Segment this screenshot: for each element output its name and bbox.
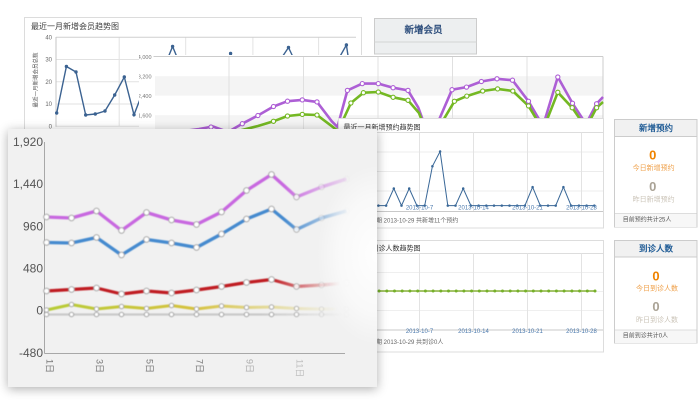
svg-text:0: 0 (649, 148, 656, 163)
svg-text:5日: 5日 (145, 359, 155, 373)
svg-text:日期 2013-10-29 共新增11个预约: 日期 2013-10-29 共新增11个预约 (370, 217, 458, 225)
svg-text:1,440: 1,440 (13, 177, 43, 191)
svg-text:新增会员: 新增会员 (404, 24, 443, 36)
svg-text:0: 0 (36, 304, 43, 318)
svg-text:9日: 9日 (245, 359, 255, 373)
svg-text:10: 10 (45, 102, 52, 108)
svg-text:2013-10-14: 2013-10-14 (458, 329, 489, 335)
svg-text:2013-10-28: 2013-10-28 (566, 329, 597, 335)
svg-text:最近一月新增会员趋势图: 最近一月新增会员趋势图 (31, 21, 119, 31)
svg-text:1,920: 1,920 (13, 135, 43, 149)
svg-text:40: 40 (45, 35, 52, 41)
svg-text:1,600: 1,600 (138, 114, 152, 120)
svg-text:最近一月到诊人数趋势图: 最近一月到诊人数趋势图 (344, 244, 421, 253)
svg-text:目前到诊共计0人: 目前到诊共计0人 (623, 332, 668, 340)
svg-text:0: 0 (49, 125, 53, 131)
svg-text:30: 30 (45, 58, 52, 64)
svg-text:目前预约共计25人: 目前预约共计25人 (623, 216, 672, 224)
svg-text:7日: 7日 (195, 359, 205, 373)
svg-text:最近一月新增预约趋势图: 最近一月新增预约趋势图 (344, 123, 421, 132)
svg-text:-480: -480 (19, 346, 43, 360)
svg-text:20: 20 (45, 80, 52, 86)
svg-text:2013-10-21: 2013-10-21 (512, 329, 543, 335)
svg-text:0: 0 (652, 269, 659, 284)
svg-text:今日新增预约: 今日新增预约 (633, 163, 675, 172)
svg-text:日期 2013-10-29 共到诊0人: 日期 2013-10-29 共到诊0人 (370, 338, 443, 346)
svg-text:1日: 1日 (45, 359, 55, 373)
svg-text:2013-10-28: 2013-10-28 (566, 206, 597, 212)
svg-text:最近一月新增会员总数: 最近一月新增会员总数 (32, 52, 40, 108)
svg-text:11日: 11日 (295, 359, 305, 377)
svg-text:昨日新增预约: 昨日新增预约 (633, 195, 675, 204)
svg-text:新增预约: 新增预约 (639, 123, 674, 133)
svg-text:4,000: 4,000 (138, 55, 152, 61)
svg-text:2013-10-14: 2013-10-14 (458, 206, 489, 212)
svg-text:到诊人数: 到诊人数 (639, 244, 674, 254)
svg-text:2013-10-21: 2013-10-21 (512, 206, 543, 212)
svg-text:0: 0 (649, 179, 656, 194)
svg-text:480: 480 (23, 262, 43, 276)
svg-text:3日: 3日 (95, 359, 105, 373)
svg-text:960: 960 (23, 220, 43, 234)
svg-text:2013-10-7: 2013-10-7 (406, 206, 434, 212)
svg-text:0: 0 (652, 299, 659, 314)
svg-text:昨日到诊人数: 昨日到诊人数 (636, 315, 678, 324)
svg-text:今日到诊人数: 今日到诊人数 (636, 284, 678, 293)
svg-text:3,200: 3,200 (138, 75, 152, 81)
svg-text:2,400: 2,400 (138, 94, 152, 100)
svg-text:2013-10-7: 2013-10-7 (406, 329, 434, 335)
